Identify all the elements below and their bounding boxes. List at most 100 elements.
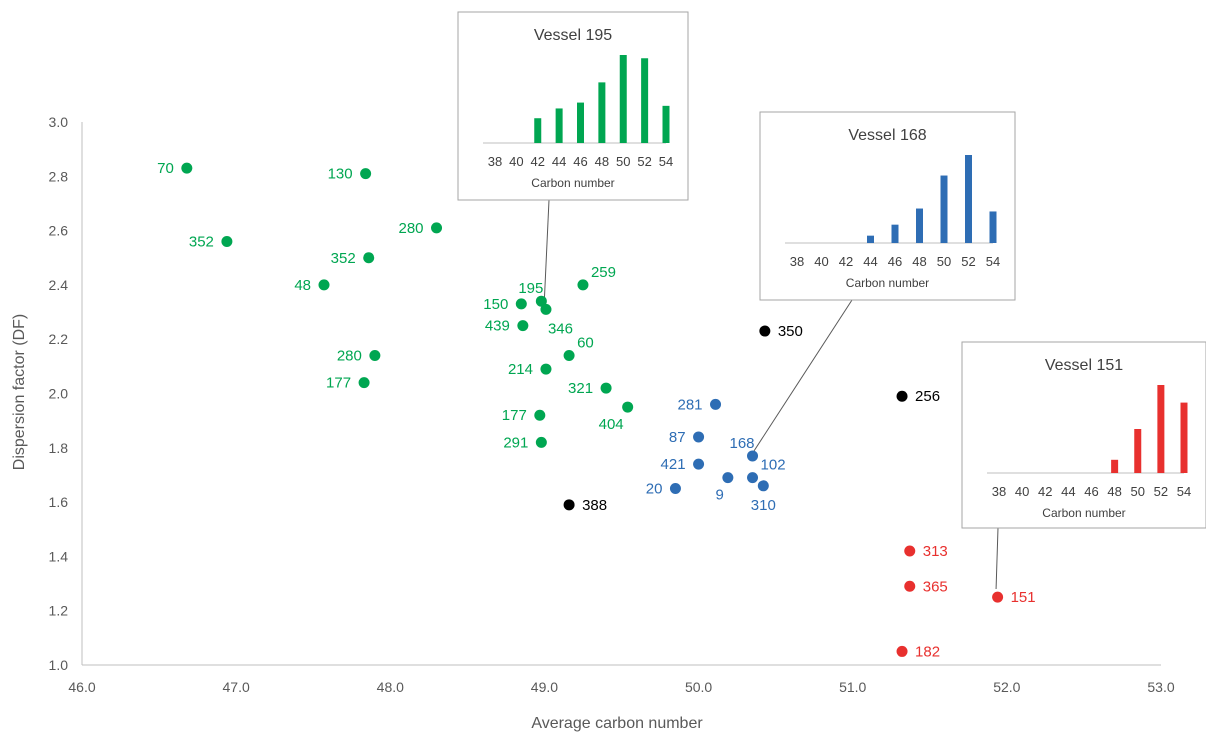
data-point-green [360,168,372,180]
inset-bar [662,105,670,143]
data-point-label: 60 [577,334,594,351]
data-point-green [600,382,612,394]
data-point-label: 421 [661,456,686,473]
data-point-label: 195 [518,280,543,297]
data-point-red [904,545,916,557]
inset-bar [989,211,997,243]
inset-bar [598,82,606,143]
inset-tick-label: 48 [1107,484,1121,499]
inset-tick-label: 44 [1061,484,1075,499]
y-tick-label: 1.0 [49,657,69,673]
inset-bar [1134,429,1142,473]
inset-bar [1180,402,1188,473]
data-point-label: 280 [398,220,423,237]
inset-bar [1111,459,1119,473]
inset-tick-label: 52 [961,254,975,269]
data-point-red [992,591,1004,603]
inset-tick-label: 48 [912,254,926,269]
x-tick-label: 49.0 [531,679,558,695]
callout-leader-line [543,199,550,299]
inset-bar [619,55,627,143]
inset-tick-label: 48 [595,154,609,169]
data-point-label: 388 [582,497,607,514]
data-point-green [318,279,330,291]
inset-tick-label: 38 [992,484,1006,499]
inset-bar [891,224,899,243]
data-point-green [363,252,375,264]
inset-tick-label: 42 [531,154,545,169]
inset-tick-label: 42 [839,254,853,269]
data-point-label: 352 [331,250,356,267]
axes-group [81,122,1161,666]
data-point-blue [757,480,769,492]
x-tick-label: 50.0 [685,679,712,695]
data-point-label: 291 [503,434,528,451]
callout-leader-line [752,299,853,454]
data-point-label: 70 [157,160,174,177]
inset-tick-label: 40 [509,154,523,169]
data-point-label: 168 [729,435,754,452]
inset-tick-label: 52 [637,154,651,169]
inset-frame [457,11,689,201]
data-point-label: 130 [328,166,353,183]
inset-tick-label: 46 [573,154,587,169]
inset-tick-label: 50 [1131,484,1145,499]
x-tick-label: 53.0 [1147,679,1174,695]
data-point-green [534,409,546,421]
y-tick-label: 2.6 [49,223,69,239]
data-point-label: 102 [761,457,786,474]
inset-bar [916,208,923,243]
inset-x-axis-label: Carbon number [846,276,929,290]
scatter-points-group: 70 352 130 352 48 280 280 177 195 150 259 346 439 60 2… [157,160,1036,660]
data-point-label: 281 [677,396,702,413]
inset-tick-label: 42 [1038,484,1052,499]
data-point-label: 150 [483,296,508,313]
inset-x-axis-label: Carbon number [1042,506,1125,520]
inset-tick-label: 50 [616,154,630,169]
x-tick-label: 52.0 [993,679,1020,695]
data-point-green [535,436,547,448]
data-point-green [517,320,529,332]
data-point-label: 280 [337,347,362,364]
data-point-green [515,298,527,310]
data-point-label: 365 [923,578,948,595]
data-point-black [563,499,575,511]
x-axis-label: Average carbon number [531,715,703,732]
data-point-label: 256 [915,388,940,405]
y-tick-label: 3.0 [49,114,69,130]
inset-bar [940,175,948,243]
inset-bar [555,108,563,143]
inset-chart: Vessel 195 38 40 42 44 46 48 50 52 54 Carbon numbe… [457,11,689,201]
data-point-label: 214 [508,361,533,378]
inset-tick-label: 54 [659,154,673,169]
x-tick-label: 47.0 [223,679,250,695]
inset-bar [867,235,874,243]
data-point-blue [693,431,705,443]
data-point-green [577,279,589,291]
data-point-green [540,303,552,315]
data-point-label: 177 [502,407,527,424]
data-point-label: 439 [485,318,510,335]
data-point-green [540,363,552,375]
inset-chart: Vessel 168 38 40 42 44 46 48 50 52 54 Carbon numbe… [759,111,1016,301]
data-point-label: 48 [294,277,311,294]
inset-bar [577,102,584,143]
data-point-red [896,645,908,657]
data-point-label: 404 [599,416,624,433]
data-point-label: 9 [716,487,724,504]
y-axis-label: Dispersion factor (DF) [11,314,28,470]
inset-tick-label: 40 [814,254,828,269]
data-point-green [622,401,634,413]
data-point-green [221,235,233,247]
data-point-label: 151 [1011,589,1036,606]
callout-leader-lines [543,199,999,589]
inset-tick-label: 46 [888,254,902,269]
y-tick-label: 1.6 [49,494,69,510]
y-tick-label: 1.4 [49,548,69,564]
inset-frame [961,341,1206,529]
data-point-label: 259 [591,264,616,281]
y-tick-label: 2.4 [49,277,69,293]
data-point-green [369,349,381,361]
inset-frame [759,111,1016,301]
